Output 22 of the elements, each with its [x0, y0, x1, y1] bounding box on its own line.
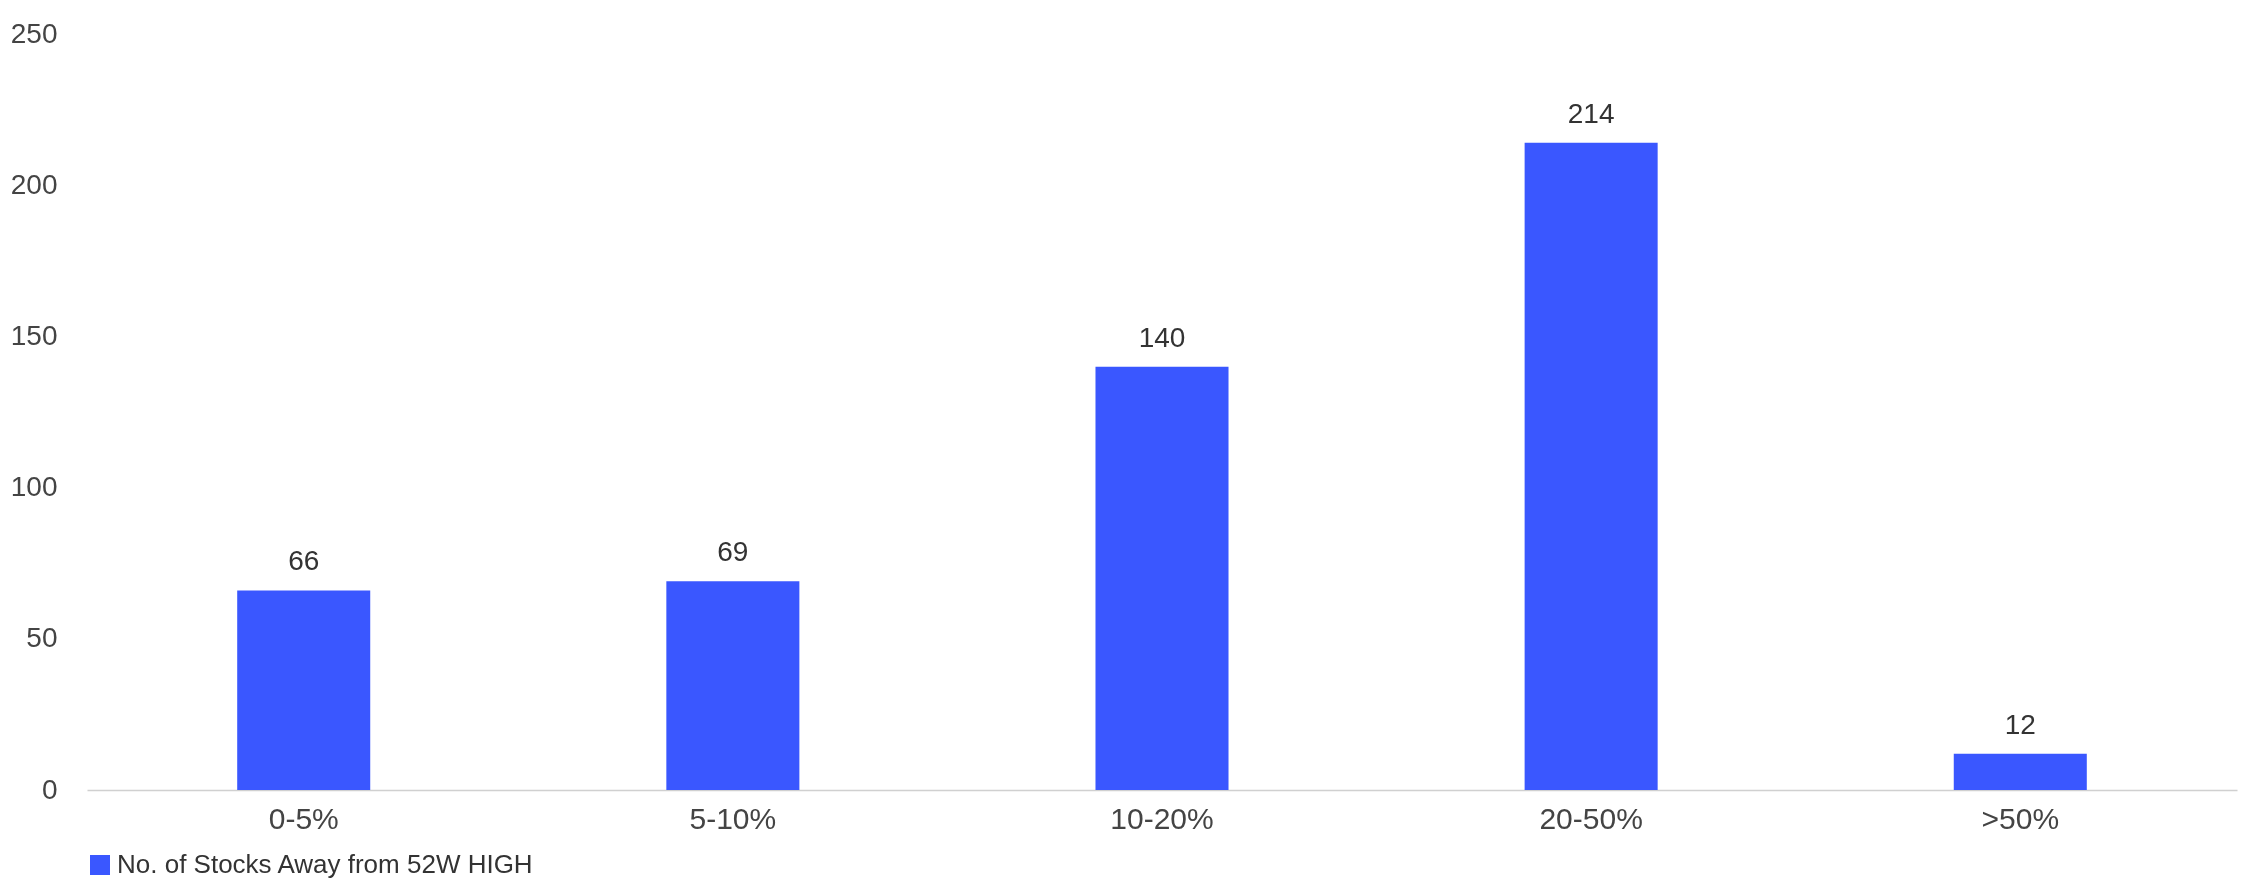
y-tick-label: 150	[10, 319, 58, 351]
x-tick-label: 20-50%	[1539, 801, 1643, 835]
x-tick-label: 10-20%	[1110, 801, 1214, 835]
data-label: 69	[717, 536, 749, 568]
data-label: 140	[1138, 321, 1186, 353]
y-tick-label: 0	[41, 773, 58, 805]
data-label: 214	[1567, 97, 1615, 129]
bar	[666, 581, 800, 790]
bar	[1953, 753, 2087, 790]
y-tick-label: 100	[10, 471, 58, 503]
data-label: 66	[288, 545, 320, 577]
y-tick-label: 200	[10, 168, 58, 200]
x-tick-label: >50%	[1981, 801, 2060, 835]
x-tick-label: 0-5%	[268, 801, 339, 835]
x-tick-label: 5-10%	[689, 801, 777, 835]
y-tick-label: 50	[26, 622, 58, 654]
bar	[237, 590, 371, 790]
data-label: 12	[2004, 708, 2036, 740]
bar	[1524, 142, 1658, 790]
legend-label: No. of Stocks Away from 52W HIGH	[117, 849, 533, 879]
bar	[1095, 366, 1229, 790]
y-tick-label: 250	[10, 17, 58, 49]
